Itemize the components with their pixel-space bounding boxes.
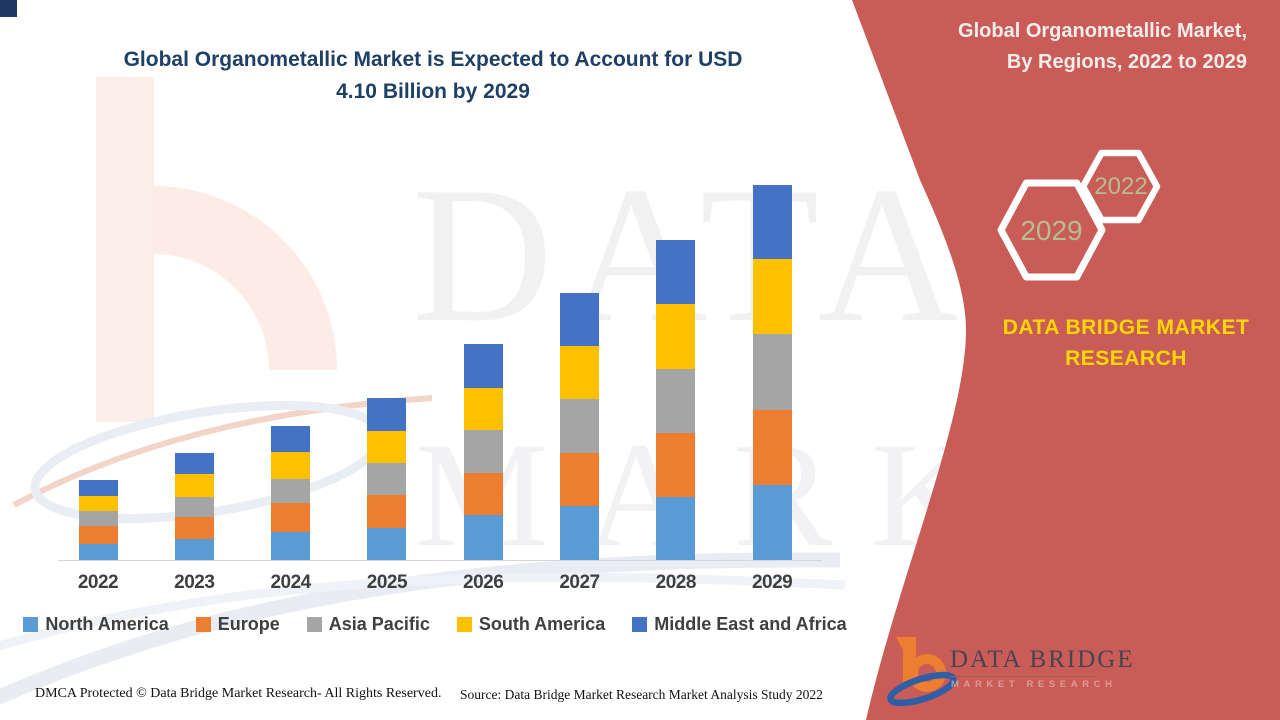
segment-2025-north-america	[367, 528, 407, 560]
hexagon-year-2029: 2029	[1020, 215, 1083, 246]
segment-2023-middle-east-and-africa	[174, 453, 214, 475]
segment-2022-south-america	[78, 495, 118, 511]
x-axis-label-2023: 2023	[174, 572, 215, 593]
bar-2029	[752, 185, 792, 560]
segment-2024-asia-pacific	[271, 478, 311, 504]
segment-2029-asia-pacific	[752, 334, 792, 410]
segment-2024-middle-east-and-africa	[271, 425, 311, 453]
x-axis-label-2022: 2022	[77, 572, 119, 593]
logo-blue-swoosh	[887, 671, 957, 707]
logo-b-stem	[903, 637, 916, 685]
logo-subtext: MARKET RESEARCH	[951, 679, 1117, 690]
segment-2027-south-america	[560, 345, 599, 399]
segment-2025-middle-east-and-africa	[367, 398, 407, 432]
legend-swatch	[306, 617, 322, 632]
legend-item-asia-pacific: Asia Pacific	[306, 614, 430, 635]
segment-2023-europe	[174, 517, 214, 539]
hexagon-year-2022: 2022	[1094, 173, 1148, 200]
panel-title-line1: Global Organometallic Market,	[958, 20, 1247, 42]
x-axis-label-2028: 2028	[655, 572, 697, 593]
segment-2026-north-america	[463, 515, 503, 560]
legend-label: Middle East and Africa	[654, 614, 847, 634]
legend-item-europe: Europe	[195, 614, 280, 635]
bar-2026	[463, 344, 503, 560]
chart-title: Global Organometallic Market is Expected…	[0, 44, 866, 108]
corner-square	[0, 0, 17, 17]
databridge-logo-icon	[887, 637, 957, 707]
bar-2027	[560, 292, 599, 560]
logo-wordmark: DATA BRIDGE	[950, 646, 1135, 677]
legend-item-north-america: North America	[23, 614, 169, 635]
brand-line2: RESEARCH	[1065, 347, 1187, 370]
x-axis-label-2024: 2024	[270, 572, 311, 593]
chart-legend: North America Europe Asia Pacific South Ame…	[0, 614, 870, 635]
logo-b-cap	[896, 637, 916, 650]
segment-2022-middle-east-and-africa	[78, 480, 118, 496]
bar-2022	[78, 480, 118, 560]
legend-swatch	[195, 617, 211, 632]
x-axis-label-2027: 2027	[559, 572, 600, 593]
segment-2022-europe	[78, 526, 118, 544]
segment-2027-europe	[560, 452, 599, 506]
bar-2023	[174, 453, 214, 560]
legend-label: North America	[45, 614, 169, 634]
source-note: Source: Data Bridge Market Research Mark…	[460, 687, 823, 702]
legend-item-south-america: South America	[456, 614, 606, 635]
legend-label: Europe	[217, 614, 280, 634]
panel-title: Global Organometallic Market, By Regions…	[958, 16, 1247, 78]
segment-2026-asia-pacific	[463, 430, 503, 474]
x-axis-line	[58, 560, 822, 561]
logo-b-bowl	[908, 654, 946, 692]
segment-2027-middle-east-and-africa	[560, 292, 599, 346]
legend-label: Asia Pacific	[328, 614, 430, 634]
segment-2023-south-america	[174, 474, 214, 497]
legend-label: South America	[478, 614, 606, 634]
segment-2028-europe	[656, 432, 696, 497]
segment-2025-europe	[367, 495, 407, 528]
segment-2022-north-america	[78, 543, 118, 560]
brand-line1: DATA BRIDGE MARKET	[1002, 316, 1250, 339]
segment-2029-south-america	[752, 259, 792, 335]
segment-2025-south-america	[367, 431, 407, 464]
legend-swatch	[23, 617, 39, 632]
segment-2024-north-america	[271, 531, 311, 560]
segment-2028-middle-east-and-africa	[656, 239, 696, 304]
legend-swatch	[456, 617, 472, 632]
x-axis-label-2029: 2029	[751, 572, 793, 593]
logo-wordmark-text: DATA BRIDGE	[950, 646, 1135, 673]
segment-2026-south-america	[463, 388, 503, 431]
legend-swatch	[632, 617, 648, 632]
segment-2029-middle-east-and-africa	[752, 185, 792, 260]
legend-item-middle-east-and-africa: Middle East and Africa	[632, 614, 847, 635]
panel-title-line2: By Regions, 2022 to 2029	[1006, 51, 1247, 73]
segment-2023-asia-pacific	[174, 496, 214, 517]
bar-2025	[367, 398, 407, 560]
bar-2024	[271, 425, 311, 560]
chart-title-line1: Global Organometallic Market is Expected…	[123, 48, 743, 71]
segment-2023-north-america	[174, 539, 214, 560]
segment-2025-asia-pacific	[367, 463, 407, 496]
bar-2028	[656, 239, 696, 560]
x-axis-label-2026: 2026	[463, 572, 504, 593]
chart-title-line2: 4.10 Billion by 2029	[336, 80, 530, 103]
segment-2027-north-america	[560, 506, 599, 560]
segment-2026-middle-east-and-africa	[463, 344, 503, 389]
segment-2026-europe	[463, 473, 503, 516]
segment-2029-north-america	[752, 485, 792, 560]
stacked-bar-plot-area	[78, 185, 792, 560]
dmca-notice: DMCA Protected © Data Bridge Market Rese…	[35, 686, 442, 701]
segment-2027-asia-pacific	[560, 398, 599, 453]
segment-2028-asia-pacific	[656, 368, 696, 433]
segment-2024-europe	[271, 503, 311, 532]
logo-wordmark-rule	[950, 676, 1096, 677]
segment-2029-europe	[752, 410, 792, 485]
segment-2028-south-america	[656, 303, 696, 369]
brand-name-block: DATA BRIDGE MARKET RESEARCH	[985, 312, 1267, 374]
segment-2024-south-america	[271, 452, 311, 479]
segment-2022-asia-pacific	[78, 510, 118, 527]
x-axis-label-2025: 2025	[366, 572, 408, 593]
segment-2028-north-america	[656, 496, 696, 560]
